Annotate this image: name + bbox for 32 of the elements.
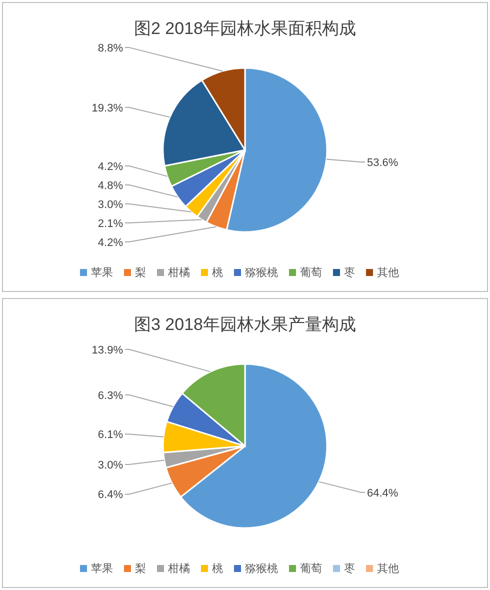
legend-label: 桃 — [212, 267, 223, 279]
chart-title: 图3 2018年园林水果产量构成 — [134, 315, 356, 334]
legend-label: 柑橘 — [167, 267, 190, 279]
legend-label: 其他 — [377, 562, 399, 575]
chart-title: 图2 2018年园林水果面积构成 — [134, 19, 356, 38]
data-label: 4.2% — [98, 160, 124, 173]
legend-label: 猕猴桃 — [245, 563, 278, 575]
legend-label: 苹果 — [91, 267, 113, 279]
data-label: 4.8% — [98, 180, 124, 192]
data-label: 6.1% — [98, 429, 124, 442]
legend-label: 其他 — [377, 266, 399, 279]
data-label: 6.3% — [98, 390, 124, 402]
legend-label: 苹果 — [91, 563, 113, 575]
data-label: 13.9% — [92, 344, 124, 356]
legend-label: 葡萄 — [300, 562, 322, 575]
legend-label: 枣 — [344, 562, 355, 575]
legend-label: 柑橘 — [167, 563, 190, 575]
data-label: 2.1% — [98, 218, 124, 230]
data-label: 3.0% — [98, 459, 124, 472]
data-label: 8.8% — [98, 42, 124, 54]
legend-label: 枣 — [344, 266, 355, 279]
legend-label: 梨 — [135, 562, 146, 575]
legend-label: 葡萄 — [300, 266, 322, 279]
legend-label: 梨 — [135, 266, 146, 279]
legend-label: 桃 — [212, 563, 223, 575]
data-label: 53.6% — [367, 157, 398, 170]
data-label: 64.4% — [367, 487, 398, 500]
data-label: 4.2% — [98, 236, 124, 249]
data-label: 19.3% — [92, 102, 124, 114]
data-label: 6.4% — [98, 489, 124, 502]
data-label: 3.0% — [98, 198, 124, 211]
legend-label: 猕猴桃 — [245, 267, 278, 279]
